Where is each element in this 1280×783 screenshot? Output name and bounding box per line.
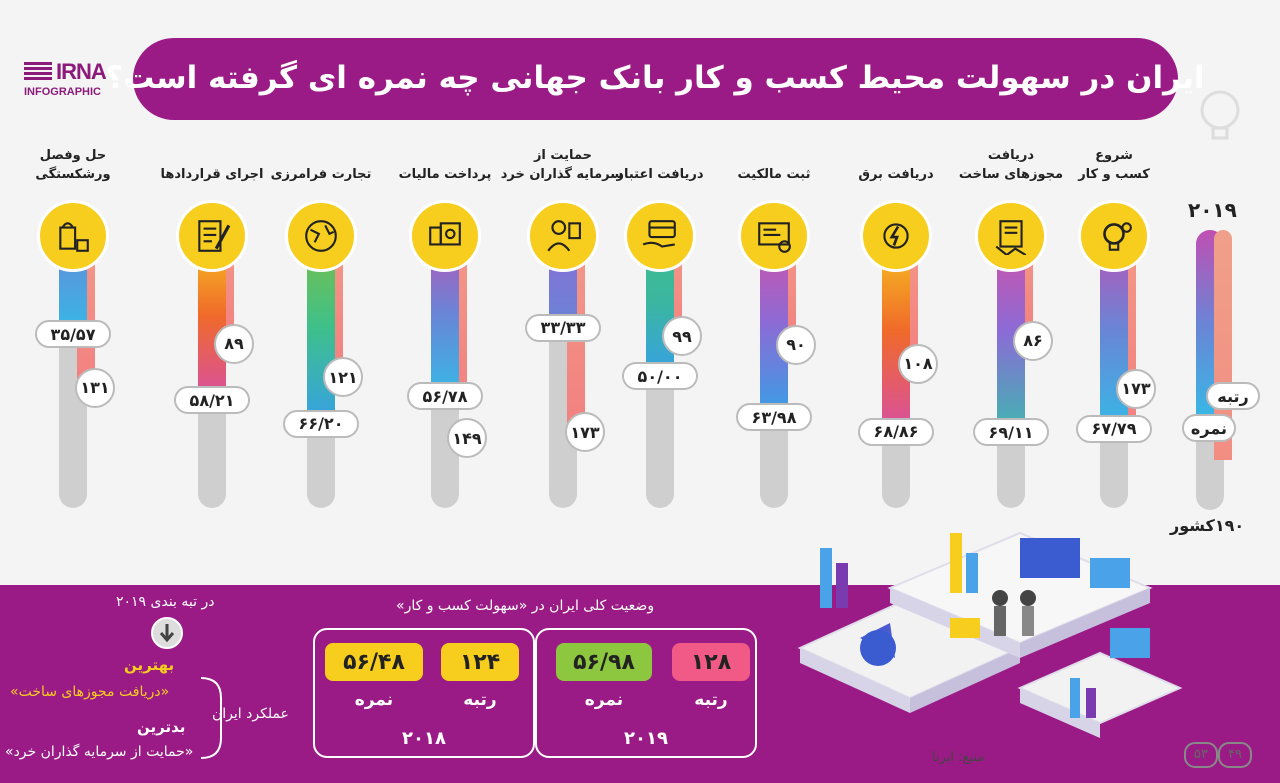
category-label: دریافت اعتبار: [616, 167, 704, 182]
bankruptcy-icon: [37, 200, 109, 272]
brand-subtitle: INFOGRAPHIC: [24, 86, 101, 98]
score-value: ۶۶/۲۰: [283, 409, 359, 438]
ranking-heading: در تبه بندی ۲۰۱۹: [116, 594, 215, 610]
rank-value: ۱۳۱: [75, 367, 115, 408]
card-2019-score-label: نمره: [584, 690, 624, 710]
score-value: ۳۳/۳۳: [525, 313, 601, 342]
rank-value: ۱۷۳: [565, 412, 605, 453]
tax-payment-icon: [409, 200, 481, 272]
category-label: حل وفصل ورشکستگی: [35, 148, 111, 182]
bracket-icon: [200, 677, 222, 759]
performance-label: عملکرد ایران: [212, 706, 289, 722]
score-value: ۵۰/۰۰: [622, 362, 698, 391]
category-label: پرداخت مالیات: [398, 167, 492, 182]
source-text: منبع: ایرنا: [932, 750, 985, 765]
investor-icon: [527, 200, 599, 272]
score-value: ۵۸/۲۱: [174, 386, 250, 415]
best-item: «دریافت مجوزهای ساخت»: [10, 684, 170, 700]
legend-score: نمره: [1182, 414, 1236, 442]
score-value: ۶۳/۹۸: [736, 403, 812, 432]
score-value: ۶۸/۸۶: [858, 417, 934, 446]
worst-label: بدترین: [137, 718, 186, 736]
score-value: ۶۷/۷۹: [1076, 414, 1152, 443]
worst-item: «حمایت از سرمایه گذاران خرد»: [5, 744, 194, 760]
handshake-contract-icon: [975, 200, 1047, 272]
office-illustration-icon: [797, 531, 1183, 738]
card-2019-year: ۲۰۱۹: [624, 728, 668, 749]
rank-value: ۱۲۱: [323, 357, 363, 398]
category-label: دریافت برق: [858, 167, 934, 182]
credit-card-hand-icon: [624, 200, 696, 272]
rank-value: ۸۶: [1013, 320, 1053, 361]
card-2019-score: ۵۶/۹۸: [556, 643, 652, 681]
rank-value: ۸۹: [214, 323, 254, 364]
card-2018-score-label: نمره: [354, 690, 394, 710]
score-value: ۳۵/۵۷: [35, 320, 111, 349]
card-2018-rank-label: رتبه: [463, 690, 497, 710]
contract-pen-icon: [176, 200, 248, 272]
page-number-1: ۴۹: [1218, 742, 1252, 768]
rank-value: ۱۷۳: [1116, 368, 1156, 409]
arrow-down-icon: [151, 617, 183, 649]
rank-value: ۹۰: [776, 324, 816, 365]
electricity-icon: [860, 200, 932, 272]
score-value: ۶۹/۱۱: [973, 418, 1049, 447]
property-register-icon: [738, 200, 810, 272]
card-2019-rank: ۱۲۸: [672, 643, 750, 681]
legend-year: ۲۰۱۹: [1188, 198, 1237, 222]
best-label: بهترین: [124, 656, 175, 674]
category-label: حمایت از سرمایه گذاران خرد: [500, 148, 623, 182]
bulb-gear-icon: [1078, 200, 1150, 272]
overall-caption: وضعیت کلی ایران در «سهولت کسب و کار»: [396, 598, 655, 614]
card-2018-score: ۵۶/۴۸: [325, 643, 423, 681]
rank-value: ۹۹: [662, 316, 702, 357]
card-2019-rank-label: رتبه: [694, 690, 728, 710]
page-number-2: ۵۳: [1184, 742, 1218, 768]
legend-rank: رتبه: [1206, 382, 1260, 410]
card-2018-rank: ۱۲۴: [441, 643, 519, 681]
logo-stripes: [24, 62, 52, 80]
title-banner: [133, 38, 1178, 120]
score-value: ۵۶/۷۸: [407, 382, 483, 411]
category-label: دریافت مجوزهای ساخت: [958, 148, 1064, 182]
page-title: ایران در سهولت محیط کسب و کار بانک جهانی…: [105, 60, 1205, 96]
rank-value: ۱۴۹: [447, 418, 487, 459]
category-label: تجارت فرامرزی: [270, 167, 372, 182]
category-label: شروع کسب و کار: [1078, 148, 1150, 182]
globe-trade-icon: [285, 200, 357, 272]
category-label: ثبت مالکیت: [737, 167, 811, 182]
category-label: اجرای قراردادها: [160, 167, 264, 182]
faint-bulb-icon: [1200, 90, 1240, 140]
countries-total: ۱۹۰کشور: [1170, 516, 1245, 535]
brand-name: IRNA: [56, 59, 107, 84]
card-2018-year: ۲۰۱۸: [402, 728, 446, 749]
rank-value: ۱۰۸: [898, 343, 938, 384]
